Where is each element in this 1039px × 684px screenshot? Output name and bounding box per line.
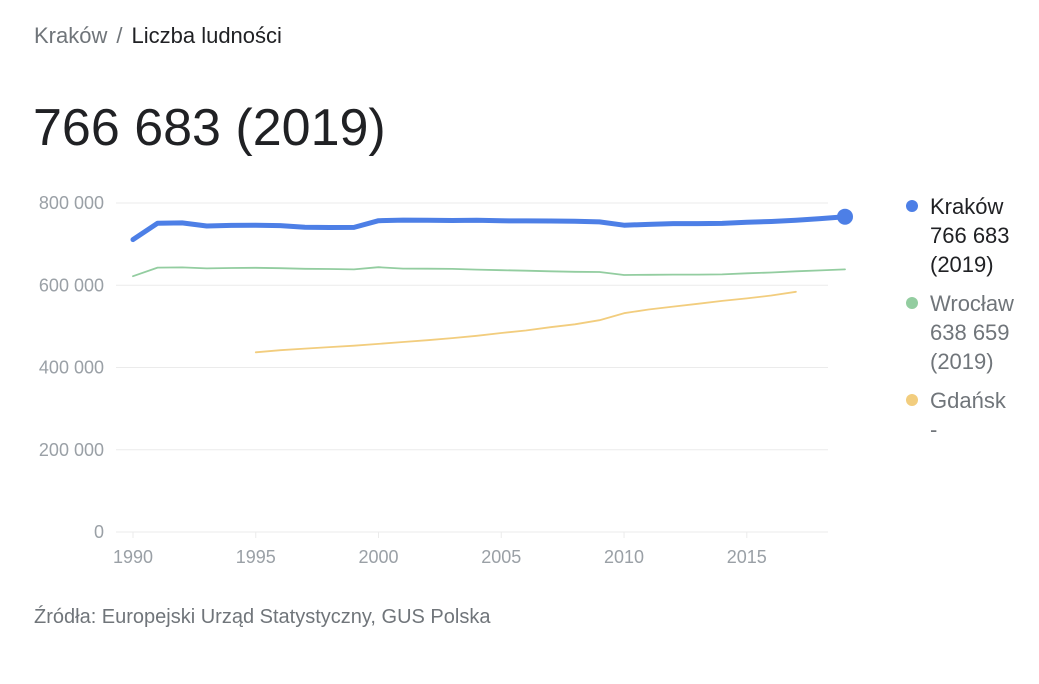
x-tick-label: 2005 <box>481 547 521 567</box>
legend-series-name: Wrocław <box>930 291 1014 316</box>
population-line-chart[interactable]: 0 200 000 400 000 600 000 800 000 1990 1995 200… <box>0 180 860 590</box>
series-line-krakw <box>130 214 848 243</box>
population-headline: 766 683 (2019) <box>33 99 386 157</box>
x-tick-label: 2000 <box>358 547 398 567</box>
legend-series-name: Gdańsk <box>930 388 1006 413</box>
legend-series-name: Kraków <box>930 194 1004 219</box>
breadcrumb-parent-link[interactable]: Kraków <box>34 23 108 48</box>
x-tick-label: 1990 <box>113 547 153 567</box>
y-tick-label: 600 000 <box>39 275 104 295</box>
legend-item-wroclaw[interactable]: Wrocław 638 659 (2019) <box>904 289 1034 376</box>
y-tick-label: 0 <box>94 522 104 542</box>
legend-series-value: 766 683 <box>930 223 1010 248</box>
x-tick-label: 2015 <box>727 547 767 567</box>
y-tick-label: 800 000 <box>39 193 104 213</box>
x-tick-label: 2010 <box>604 547 644 567</box>
chart-legend: Kraków 766 683 (2019) Wrocław 638 659 (2… <box>904 192 1034 454</box>
y-tick-label: 400 000 <box>39 358 104 378</box>
y-tick-label: 200 000 <box>39 440 104 460</box>
data-source-note: Źródła: Europejski Urząd Statystyczny, G… <box>34 606 491 628</box>
legend-dot-icon <box>906 297 918 309</box>
series-line-wrocaw <box>132 266 846 278</box>
legend-series-year: (2019) <box>930 252 994 277</box>
x-tick-label: 1995 <box>236 547 276 567</box>
legend-item-gdansk[interactable]: Gdańsk - <box>904 386 1034 444</box>
legend-series-value: - <box>930 417 938 442</box>
legend-series-value: 638 659 <box>930 320 1010 345</box>
series-line-gdask <box>254 290 797 354</box>
breadcrumb-current: Liczba ludności <box>131 23 282 48</box>
series-endpoint-krakw <box>837 208 853 225</box>
legend-item-krakow[interactable]: Kraków 766 683 (2019) <box>904 192 1034 279</box>
breadcrumb-separator: / <box>116 23 123 48</box>
breadcrumb: Kraków / Liczba ludności <box>34 22 282 50</box>
legend-dot-icon <box>906 200 918 212</box>
legend-dot-icon <box>906 394 918 406</box>
legend-series-year: (2019) <box>930 349 994 374</box>
